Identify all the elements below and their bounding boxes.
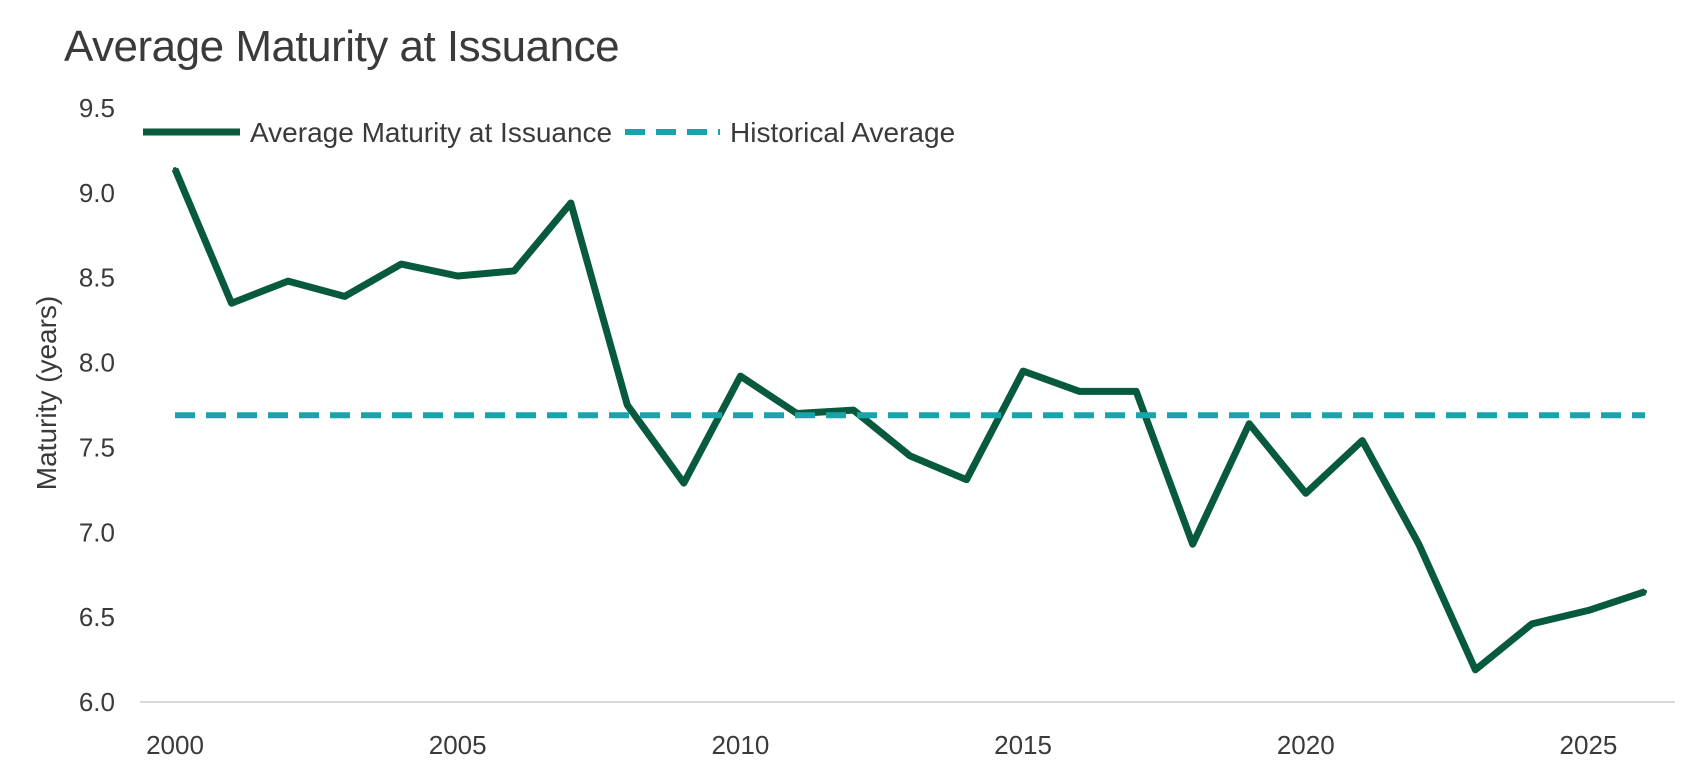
y-axis-label-group: Maturity (years) <box>31 296 62 490</box>
legend-label: Historical Average <box>730 117 955 148</box>
x-tick-label: 2010 <box>711 730 769 760</box>
y-tick-label: 7.0 <box>79 517 115 547</box>
data-point <box>455 274 460 279</box>
data-point <box>851 408 856 413</box>
y-axis-ticks: 6.0 6.5 7.0 7.5 8.0 8.5 9.0 9.5 <box>79 93 115 717</box>
data-point <box>681 481 686 486</box>
data-point <box>1190 542 1195 547</box>
data-point <box>1529 621 1534 626</box>
y-axis-label: Maturity (years) <box>31 296 62 490</box>
data-point <box>1077 389 1082 394</box>
data-point <box>512 268 517 273</box>
data-point <box>738 374 743 379</box>
y-tick-label: 9.5 <box>79 93 115 123</box>
data-point <box>399 262 404 267</box>
chart-title: Average Maturity at Issuance <box>64 22 620 71</box>
y-tick-label: 7.5 <box>79 432 115 462</box>
data-point <box>964 477 969 482</box>
average-maturity-line <box>171 167 1647 674</box>
x-tick-label: 2025 <box>1560 730 1618 760</box>
x-axis-ticks: 2000 2005 2010 2015 2020 2025 <box>146 730 1617 760</box>
series-group <box>171 167 1647 674</box>
data-point <box>1360 438 1365 443</box>
data-point <box>342 294 347 299</box>
x-tick-label: 2005 <box>429 730 487 760</box>
x-tick-label: 2000 <box>146 730 204 760</box>
data-point <box>625 403 630 407</box>
data-point <box>1021 369 1026 374</box>
data-point <box>1134 389 1139 394</box>
y-tick-label: 6.5 <box>79 602 115 632</box>
data-point <box>229 301 234 306</box>
legend-label: Average Maturity at Issuance <box>250 117 612 148</box>
y-tick-label: 8.0 <box>79 348 115 378</box>
data-point <box>1473 667 1478 672</box>
x-tick-label: 2020 <box>1277 730 1335 760</box>
data-point <box>1416 542 1421 547</box>
data-point <box>173 167 177 172</box>
data-point <box>908 453 912 458</box>
legend: Average Maturity at Issuance Historical A… <box>143 117 955 148</box>
y-tick-label: 6.0 <box>79 687 115 717</box>
x-tick-label: 2015 <box>994 730 1052 760</box>
data-point <box>1643 589 1647 594</box>
y-tick-label: 9.0 <box>79 178 115 208</box>
data-point <box>286 279 291 284</box>
data-point <box>1303 491 1308 496</box>
y-tick-label: 8.5 <box>79 263 115 293</box>
data-point <box>568 201 573 206</box>
data-point <box>1586 608 1591 613</box>
data-point <box>1247 421 1252 426</box>
